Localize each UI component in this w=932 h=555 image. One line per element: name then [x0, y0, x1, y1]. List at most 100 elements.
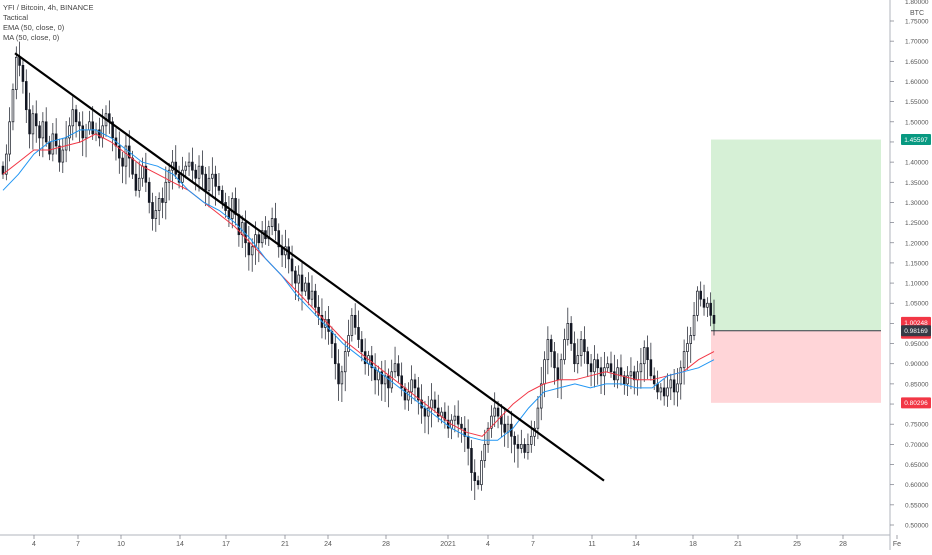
price-label-bg — [901, 325, 931, 337]
candle-up — [393, 363, 397, 373]
candle-down — [596, 359, 599, 369]
candle-down — [307, 282, 310, 300]
candle-up — [61, 149, 65, 163]
price-tick-label: 1.70000 — [905, 39, 929, 46]
price-tick-label: 1.25000 — [905, 220, 929, 227]
candle-up — [184, 165, 187, 171]
candle-down — [413, 379, 417, 389]
price-label-last[interactable]: 1.00248 — [901, 316, 931, 328]
candle-up — [88, 121, 91, 131]
candle-up — [343, 351, 347, 373]
chart-legend: YFI / Bitcoin, 4h, BINANCE Tactical EMA … — [3, 3, 93, 43]
price-label-entry[interactable]: 0.98169 — [901, 325, 931, 337]
candle-up — [41, 121, 45, 139]
price-tick-label: 1.60000 — [905, 79, 929, 86]
candle-down — [294, 270, 297, 284]
candle-down — [177, 173, 181, 183]
candle-up — [31, 113, 35, 135]
candle-up — [167, 169, 171, 183]
candle-up — [593, 359, 596, 373]
candle-down — [221, 189, 224, 203]
candle-down — [24, 81, 28, 111]
candle-down — [201, 165, 204, 175]
candle-up — [493, 407, 496, 417]
candle-up — [480, 460, 483, 486]
time-tick-label: 21 — [734, 541, 742, 548]
candle-down — [214, 173, 217, 187]
candle-down — [161, 198, 164, 203]
candle-down — [456, 415, 460, 425]
candle-up — [260, 230, 264, 244]
candle-up — [659, 387, 663, 393]
candle-down — [118, 145, 121, 159]
candle-up — [526, 444, 530, 453]
candle-down — [98, 129, 101, 139]
candle-up — [682, 351, 686, 369]
candle-down — [333, 343, 337, 365]
candle-up — [137, 177, 141, 191]
candle-down — [28, 109, 31, 135]
candle-down — [91, 121, 94, 135]
candle-down — [646, 347, 649, 361]
candle-up — [483, 444, 487, 461]
candle-down — [78, 121, 81, 127]
candle-up — [211, 173, 214, 179]
time-tick-label: 25 — [793, 541, 801, 548]
price-tick-label: 0.65000 — [905, 462, 929, 469]
time-tick-label: 14 — [176, 541, 184, 548]
position-loss-zone — [711, 330, 881, 403]
candle-up — [230, 198, 234, 219]
time-tick-label: 4 — [486, 541, 490, 548]
candle-down — [556, 367, 560, 381]
indicator-tactical[interactable]: Tactical — [3, 13, 29, 22]
candle-down — [553, 351, 556, 369]
time-tick-label: 7 — [531, 541, 535, 548]
candle-down — [460, 423, 463, 429]
price-label-text: 1.00248 — [904, 320, 928, 327]
candle-down — [523, 444, 526, 453]
candle-down — [21, 65, 25, 82]
candle-up — [410, 379, 413, 393]
candle-up — [536, 407, 540, 429]
candle-down — [573, 343, 576, 365]
candle-down — [446, 419, 450, 429]
candle-down — [702, 298, 706, 308]
indicator-ema[interactable]: EMA (50, close, 0) — [3, 23, 65, 32]
candle-up — [101, 125, 104, 139]
candle-down — [257, 234, 261, 244]
candle-down — [1, 165, 5, 175]
price-tick-label: 1.80000 — [905, 0, 929, 6]
candle-up — [71, 109, 75, 127]
price-label-bg — [901, 134, 931, 146]
candle-down — [436, 407, 440, 417]
price-label-stop[interactable]: 0.80296 — [901, 397, 931, 409]
price-label-bg — [901, 316, 931, 328]
candle-up — [689, 335, 693, 344]
candle-up — [15, 56, 18, 90]
indicator-ma[interactable]: MA (50, close, 0) — [3, 33, 60, 42]
candle-up — [639, 363, 643, 373]
ma-line — [2, 129, 715, 441]
price-tick-label: 0.90000 — [905, 361, 929, 368]
trendline — [14, 52, 605, 482]
time-tick-label: 21 — [281, 541, 289, 548]
candle-up — [141, 165, 144, 179]
candle-down — [147, 181, 151, 203]
candle-down — [353, 314, 357, 328]
price-tick-label: 1.35000 — [905, 180, 929, 187]
candle-down — [609, 363, 613, 373]
axis-currency-label: BTC — [910, 10, 924, 17]
symbol-title[interactable]: YFI / Bitcoin, 4h, BINANCE — [3, 3, 94, 12]
price-label-text: 0.98169 — [904, 328, 928, 335]
candle-up — [666, 387, 669, 397]
candle-down — [44, 121, 48, 143]
time-tick-label: 4 — [32, 541, 36, 548]
candle-down — [317, 306, 320, 316]
price-label-target[interactable]: 1.45597 — [901, 134, 931, 146]
candle-up — [679, 367, 683, 385]
candle-up — [696, 290, 699, 316]
time-tick-label: 2021 — [440, 541, 456, 548]
price-tick-label: 1.40000 — [905, 160, 929, 167]
